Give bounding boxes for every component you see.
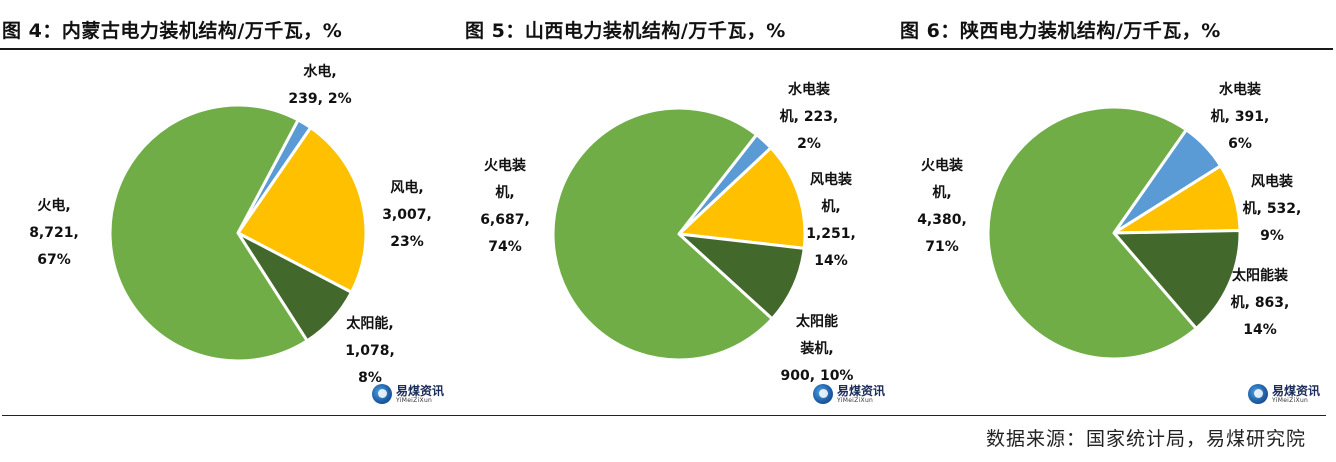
- chart-title: 图 4：内蒙古电力装机结构/万千瓦，%: [2, 20, 343, 42]
- watermark-text: 易煤资讯: [837, 383, 886, 398]
- data-label-wind: 风电装机, 1,251, 14%: [806, 171, 856, 269]
- pie-chart: 水电装机, 223, 2% 风电装机, 1,251, 14% 太阳能装机, 900, 10%…: [480, 81, 856, 384]
- data-label-hydro: 水电, 239, 2%: [288, 63, 351, 107]
- watermark-subtext: YiMeiZiXun: [396, 396, 433, 404]
- pie-chart: 水电, 239, 2% 风电, 3,007, 23% 太阳能, 1,078, 8% 火电, 8,7…: [29, 63, 432, 386]
- watermark-subtext: YiMeiZiXun: [1272, 396, 1309, 404]
- source-note: 数据来源：国家统计局，易煤研究院: [985, 428, 1306, 450]
- watermark: 易煤资讯 YiMeiZiXun: [372, 384, 444, 404]
- data-label-solar: 太阳能装机, 900, 10%: [781, 313, 854, 384]
- chart-panel-shaanxi: 图 6：陕西电力装机结构/万千瓦，% 水电装机, 391, 6% 风电装机, 532…: [890, 0, 1335, 414]
- footer-divider: [2, 415, 1326, 416]
- data-label-hydro: 水电装机, 391, 6%: [1211, 81, 1270, 152]
- chart-panel-inner-mongolia: 图 4：内蒙古电力装机结构/万千瓦，% 水电, 239, 2% 风电, 3,007, 2…: [0, 0, 445, 414]
- title-divider: [0, 48, 445, 50]
- pie-slice-thermal: [986, 105, 1198, 361]
- watermark-subtext: YiMeiZiXun: [837, 396, 874, 404]
- title-divider: [890, 48, 1333, 50]
- watermark: 易煤资讯 YiMeiZiXun: [1248, 384, 1320, 404]
- data-label-thermal: 火电装机, 6,687, 74%: [480, 157, 530, 255]
- chart-panel-shanxi: 图 5：山西电力装机结构/万千瓦，% 水电装机, 223, 2% 风电装机, 1,25…: [445, 0, 890, 414]
- pie-chart: 水电装机, 391, 6% 风电装机, 532, 9% 太阳能装机, 863, 14% 火电…: [917, 81, 1302, 361]
- data-label-wind: 风电装机, 532, 9%: [1243, 173, 1302, 244]
- pie-slice-wind: [236, 126, 368, 294]
- data-label-hydro: 水电装机, 223, 2%: [780, 81, 839, 152]
- data-label-wind: 风电, 3,007, 23%: [382, 179, 432, 250]
- pie-slice-solar: [1112, 229, 1242, 330]
- data-label-solar: 太阳能, 1,078, 8%: [345, 315, 395, 386]
- chart-title: 图 5：山西电力装机结构/万千瓦，%: [465, 20, 786, 42]
- data-label-thermal: 火电装机, 4,380, 71%: [917, 157, 967, 255]
- watermark: 易煤资讯 YiMeiZiXun: [813, 384, 885, 404]
- watermark-logo-icon: [372, 384, 392, 404]
- chart-title: 图 6：陕西电力装机结构/万千瓦，%: [900, 20, 1221, 42]
- watermark-logo-icon: [813, 384, 833, 404]
- pie-slice-solar: [677, 232, 806, 321]
- data-label-solar: 太阳能装机, 863, 14%: [1231, 267, 1290, 338]
- pie-slice-thermal: [108, 103, 309, 363]
- data-label-thermal: 火电, 8,721, 67%: [29, 197, 79, 268]
- watermark-text: 易煤资讯: [396, 383, 445, 398]
- pie-slice-thermal: [551, 106, 774, 362]
- watermark-logo-icon: [1248, 384, 1268, 404]
- pie-slice-wind: [677, 146, 807, 250]
- title-divider: [445, 48, 890, 50]
- watermark-text: 易煤资讯: [1272, 383, 1321, 398]
